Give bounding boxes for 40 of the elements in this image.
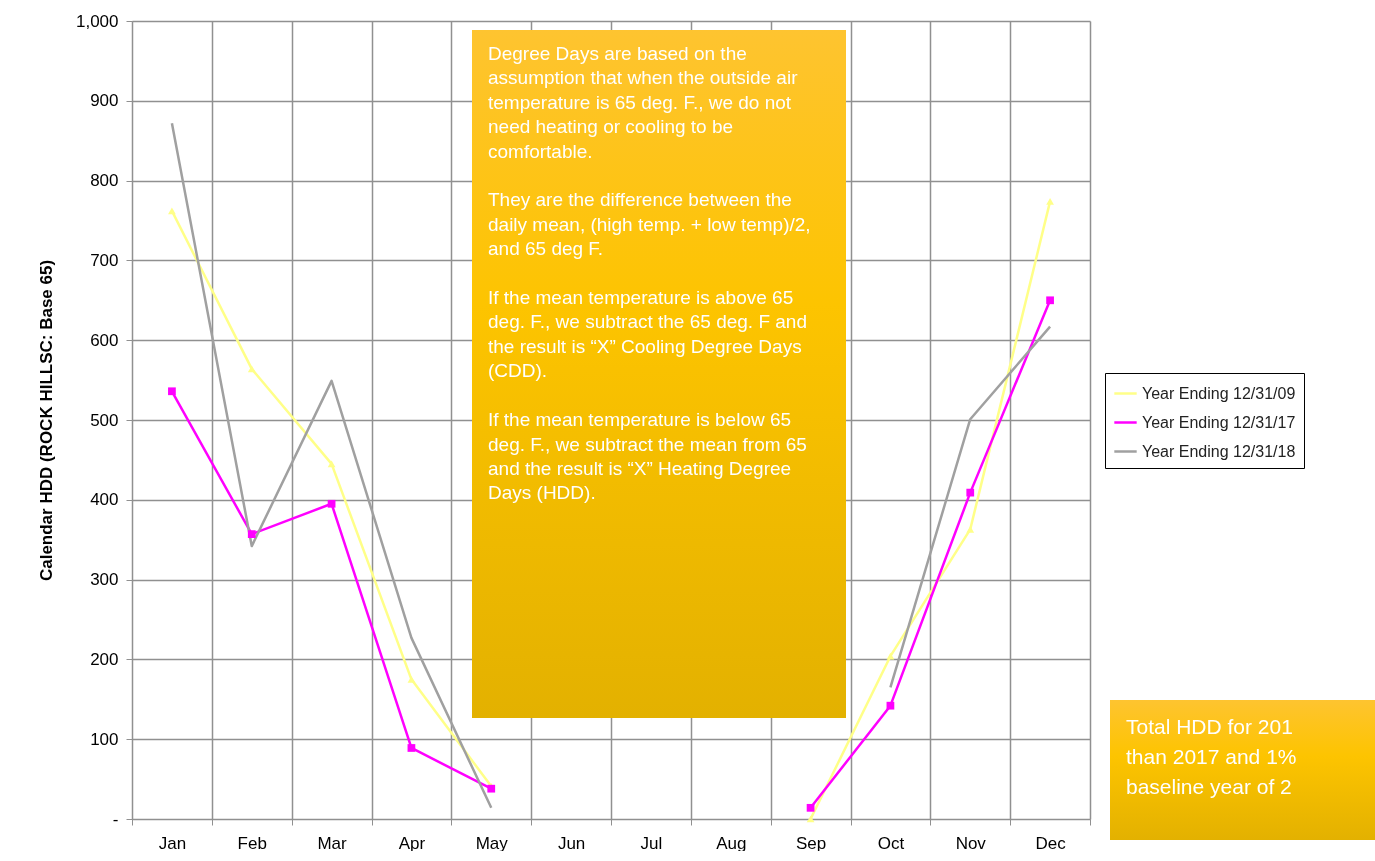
y-tick-label: -: [112, 809, 119, 829]
point: [966, 488, 975, 497]
point: [966, 525, 975, 533]
legend-label: Year Ending 12/31/18: [1142, 442, 1296, 460]
point: [327, 460, 336, 468]
point: [886, 652, 895, 660]
x-tick-label: Nov: [955, 833, 987, 853]
point: [407, 744, 416, 752]
y-tick-label: 500: [90, 410, 119, 430]
point: [1046, 296, 1054, 305]
note-box: Degree Days are based on the assumption that when the outside air temperature is 65 deg. F., we do not need heating or cooling to be comfortable. They are the difference between the daily mean, (high temp. + low temp)/2, and 65 deg F. If the mean temperature is above 65 deg. F., we subtract the 65 deg. F and the result is “X” Cooling Degree Days (CDD). If the mean temperature is below 65 deg. F., we subtract the mean from 65 and the result is “X” Heating Degree Days (HDD).: [472, 30, 846, 718]
y-tick-label: 600: [90, 330, 119, 350]
legend-label: Year Ending 12/31/17: [1142, 413, 1296, 431]
y-tick-label: 400: [90, 490, 119, 510]
y-tick-label: 700: [90, 250, 119, 270]
x-tick-label: Dec: [1035, 833, 1067, 853]
y-tick-label: 300: [90, 570, 119, 590]
y-tick-label: 100: [90, 729, 119, 749]
point: [247, 365, 256, 373]
x-tick-label: Jul: [640, 833, 663, 853]
legend-label: Year Ending 12/31/09: [1142, 384, 1296, 402]
point: [806, 803, 815, 812]
x-tick-label: Oct: [877, 833, 905, 853]
y-axis-title: Calendar HDD (ROCK HILLSC: Base 65): [36, 259, 56, 582]
x-tick-label: Jan: [158, 833, 187, 853]
x-tick-label: Feb: [237, 833, 267, 853]
point: [247, 530, 256, 538]
point: [407, 676, 416, 683]
point: [886, 701, 895, 710]
point: [168, 387, 176, 396]
point: [168, 207, 176, 215]
point: [1046, 197, 1054, 205]
point: [327, 499, 336, 508]
x-tick-label: Mar: [317, 833, 348, 853]
y-tick-label: 900: [90, 91, 119, 111]
y-tick-label: 200: [90, 649, 119, 669]
x-tick-label: Jun: [557, 833, 586, 853]
note-box: Total HDD for 201 than 2017 and 1% baseline year of 2: [1110, 700, 1375, 840]
y-tick-label: 1,000: [75, 11, 119, 31]
y-tick-label: 800: [90, 171, 119, 191]
